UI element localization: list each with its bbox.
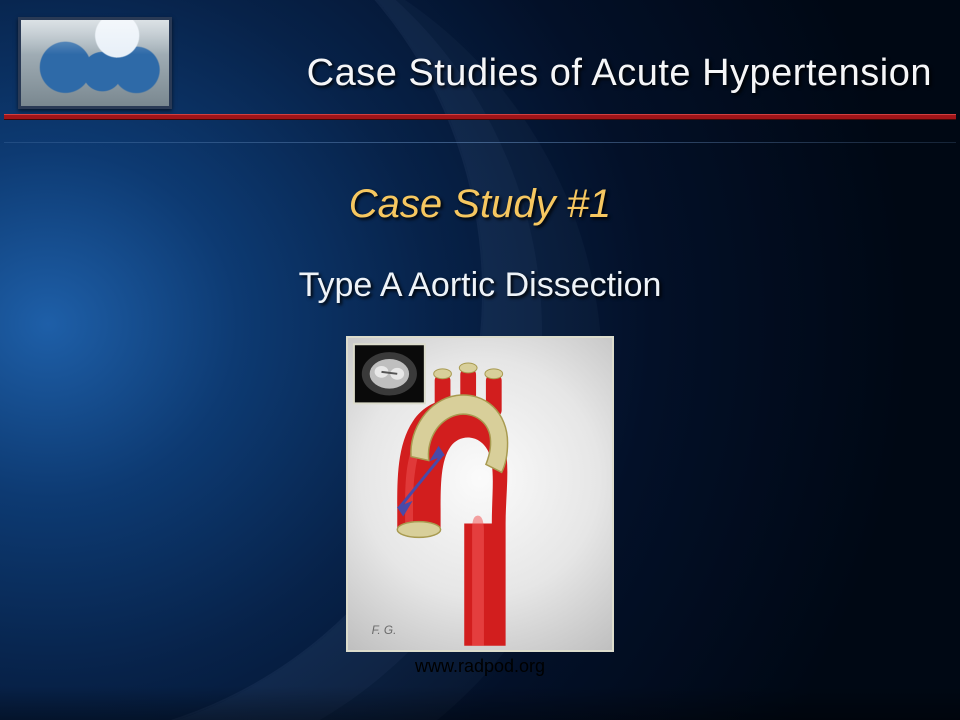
header-thumbnail [18, 17, 172, 109]
image-credit: www.radpod.org [0, 656, 960, 677]
case-heading: Case Study #1 [0, 182, 960, 227]
bottom-gradient [0, 686, 960, 720]
figure-aortic-dissection: F. G. [346, 336, 614, 652]
case-subtitle: Type A Aortic Dissection [0, 266, 960, 305]
header: Case Studies of Acute Hypertension [0, 0, 960, 112]
divider-thin [4, 142, 956, 143]
aorta-illustration-icon: F. G. [348, 338, 612, 650]
artist-signature: F. G. [372, 623, 397, 637]
slide: Case Studies of Acute Hypertension Case … [0, 0, 960, 720]
divider-red [4, 114, 956, 120]
slide-title: Case Studies of Acute Hypertension [172, 18, 960, 95]
